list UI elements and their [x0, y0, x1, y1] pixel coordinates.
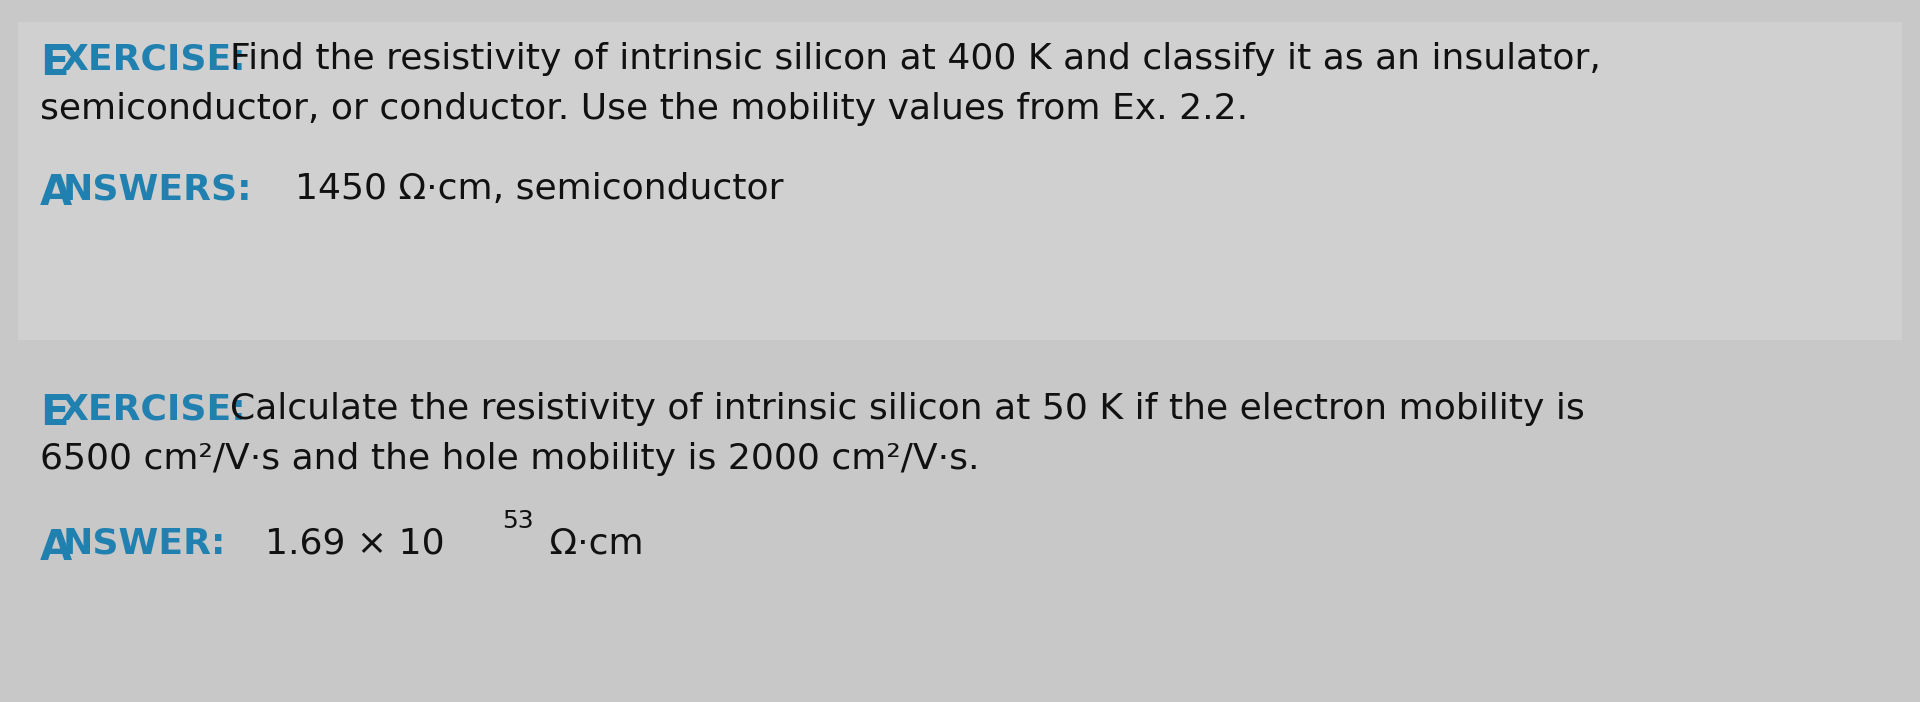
FancyBboxPatch shape — [17, 366, 1903, 684]
Text: XERCISE:: XERCISE: — [60, 42, 246, 76]
Text: NSWERS:: NSWERS: — [63, 172, 253, 206]
Text: E: E — [40, 392, 69, 434]
Text: 53: 53 — [501, 509, 534, 533]
Text: 1.69 × 10: 1.69 × 10 — [265, 527, 445, 561]
Text: A: A — [40, 172, 73, 214]
Text: 1450 Ω·cm, semiconductor: 1450 Ω·cm, semiconductor — [296, 172, 783, 206]
Text: E: E — [40, 42, 69, 84]
Text: Calculate the resistivity of intrinsic silicon at 50 K if the electron mobility : Calculate the resistivity of intrinsic s… — [230, 392, 1584, 426]
FancyBboxPatch shape — [17, 22, 1903, 340]
Text: NSWER:: NSWER: — [63, 527, 227, 561]
Text: Find the resistivity of intrinsic silicon at 400 K and classify it as an insulat: Find the resistivity of intrinsic silico… — [230, 42, 1601, 76]
Text: semiconductor, or conductor. Use the mobility values from Ex. 2.2.: semiconductor, or conductor. Use the mob… — [40, 92, 1248, 126]
Text: XERCISE:: XERCISE: — [60, 392, 246, 426]
Text: A: A — [40, 527, 73, 569]
Text: Ω·cm: Ω·cm — [538, 527, 643, 561]
Text: 6500 cm²/V·s and the hole mobility is 2000 cm²/V·s.: 6500 cm²/V·s and the hole mobility is 20… — [40, 442, 979, 476]
